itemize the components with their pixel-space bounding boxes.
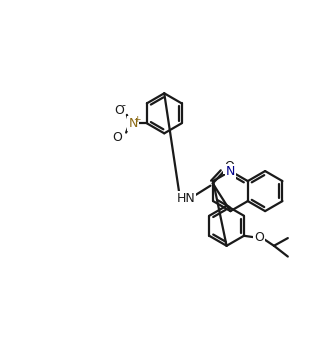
Text: O: O [224, 160, 234, 173]
Text: +: + [133, 115, 141, 124]
Text: O: O [114, 104, 124, 117]
Text: -: - [121, 100, 125, 110]
Text: O: O [113, 131, 123, 144]
Text: HN: HN [176, 192, 195, 205]
Text: O: O [255, 231, 264, 244]
Text: N: N [128, 117, 138, 130]
Text: N: N [226, 165, 235, 178]
